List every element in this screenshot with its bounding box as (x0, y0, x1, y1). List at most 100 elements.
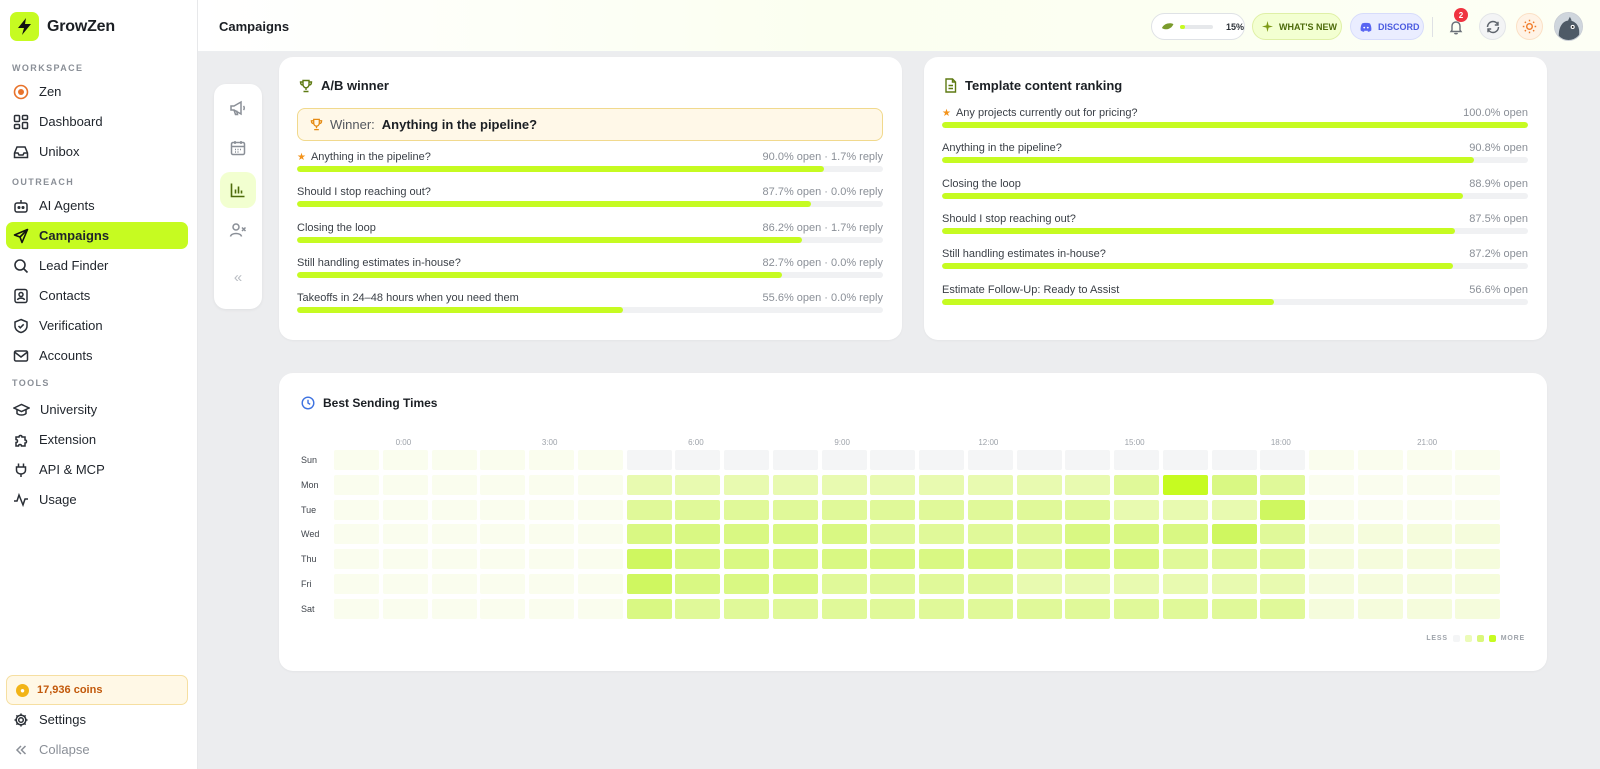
discord-button[interactable]: DISCORD (1350, 13, 1424, 40)
heatmap-cell[interactable] (1357, 549, 1403, 570)
heatmap-cell[interactable] (626, 499, 672, 520)
heatmap-cell[interactable] (772, 598, 818, 619)
heatmap-cell[interactable] (870, 474, 916, 495)
heatmap-cell[interactable] (1162, 574, 1208, 594)
heatmap-cell[interactable] (1114, 499, 1159, 520)
heatmap-cell[interactable] (1309, 549, 1354, 570)
heatmap-cell[interactable] (675, 574, 721, 594)
heatmap-cell[interactable] (967, 474, 1013, 495)
heatmap-cell[interactable] (1065, 524, 1111, 545)
heatmap-cell[interactable] (1406, 598, 1452, 619)
heatmap-cell[interactable] (1016, 574, 1062, 594)
heatmap-cell[interactable] (577, 598, 623, 619)
heatmap-cell[interactable] (772, 549, 818, 570)
heatmap-cell[interactable] (480, 450, 526, 470)
heatmap-cell[interactable] (431, 524, 477, 545)
rail-analytics-button[interactable] (220, 172, 256, 208)
heatmap-cell[interactable] (1260, 598, 1306, 619)
heatmap-cell[interactable] (626, 474, 672, 495)
heatmap-cell[interactable] (382, 524, 428, 545)
heatmap-cell[interactable] (626, 549, 672, 570)
heatmap-cell[interactable] (724, 450, 769, 470)
whats-new-button[interactable]: WHAT'S NEW (1252, 13, 1342, 40)
heatmap-cell[interactable] (675, 524, 721, 545)
heatmap-cell[interactable] (334, 450, 379, 470)
sidebar-item-ai-agents[interactable]: AI Agents (6, 192, 188, 219)
heatmap-cell[interactable] (480, 598, 526, 619)
heatmap-cell[interactable] (577, 474, 623, 495)
heatmap-cell[interactable] (529, 574, 574, 594)
heatmap-cell[interactable] (1162, 524, 1208, 545)
heatmap-cell[interactable] (1309, 499, 1354, 520)
heatmap-cell[interactable] (1455, 574, 1501, 594)
heatmap-cell[interactable] (480, 549, 526, 570)
sidebar-item-usage[interactable]: Usage (6, 486, 188, 513)
heatmap-cell[interactable] (1260, 450, 1306, 470)
coins-balance[interactable]: ● 17,936 coins (6, 675, 188, 705)
heatmap-cell[interactable] (1114, 524, 1159, 545)
sidebar-item-extension[interactable]: Extension (6, 426, 188, 453)
heatmap-cell[interactable] (529, 474, 574, 495)
heatmap-cell[interactable] (675, 499, 721, 520)
heatmap-cell[interactable] (626, 450, 672, 470)
brand[interactable]: GrowZen (10, 12, 115, 41)
ranking-row[interactable]: Estimate Follow-Up: Ready to Assist 56.6%… (942, 284, 1528, 314)
ranking-row[interactable]: Takeoffs in 24–48 hours when you need th… (297, 292, 883, 322)
sidebar-item-contacts[interactable]: Contacts (6, 282, 188, 309)
theme-toggle-button[interactable] (1516, 13, 1543, 40)
heatmap-cell[interactable] (1114, 598, 1159, 619)
heatmap-cell[interactable] (1016, 450, 1062, 470)
heatmap-cell[interactable] (1211, 524, 1257, 545)
heatmap-cell[interactable] (1016, 598, 1062, 619)
heatmap-cell[interactable] (821, 574, 867, 594)
heatmap-cell[interactable] (724, 549, 769, 570)
heatmap-cell[interactable] (1406, 474, 1452, 495)
heatmap-cell[interactable] (1162, 450, 1208, 470)
heatmap-cell[interactable] (1455, 474, 1501, 495)
heatmap-cell[interactable] (1357, 574, 1403, 594)
heatmap-cell[interactable] (919, 474, 964, 495)
heatmap-cell[interactable] (1260, 499, 1306, 520)
heatmap-cell[interactable] (382, 474, 428, 495)
settings-button[interactable]: Settings (6, 706, 188, 733)
heatmap-cell[interactable] (1260, 574, 1306, 594)
heatmap-cell[interactable] (724, 499, 769, 520)
heatmap-cell[interactable] (334, 598, 379, 619)
rail-unsubscribes-button[interactable] (220, 212, 256, 248)
heatmap-cell[interactable] (675, 598, 721, 619)
heatmap-cell[interactable] (1114, 549, 1159, 570)
heatmap-cell[interactable] (919, 574, 964, 594)
sidebar-item-unibox[interactable]: Unibox (6, 138, 188, 165)
heatmap-cell[interactable] (480, 524, 526, 545)
heatmap-cell[interactable] (870, 450, 916, 470)
heatmap-cell[interactable] (967, 549, 1013, 570)
heatmap-cell[interactable] (1357, 474, 1403, 495)
heatmap-cell[interactable] (1211, 474, 1257, 495)
heatmap-cell[interactable] (724, 598, 769, 619)
heatmap-cell[interactable] (529, 524, 574, 545)
heatmap-cell[interactable] (1406, 450, 1452, 470)
heatmap-cell[interactable] (1114, 574, 1159, 594)
heatmap-cell[interactable] (382, 450, 428, 470)
heatmap-cell[interactable] (724, 524, 769, 545)
heatmap-cell[interactable] (480, 499, 526, 520)
ranking-row[interactable]: Anything in the pipeline? 90.8% open (942, 142, 1528, 172)
heatmap-cell[interactable] (967, 574, 1013, 594)
heatmap-cell[interactable] (382, 574, 428, 594)
heatmap-cell[interactable] (967, 499, 1013, 520)
heatmap-cell[interactable] (1211, 598, 1257, 619)
heatmap-cell[interactable] (431, 499, 477, 520)
heatmap-cell[interactable] (870, 499, 916, 520)
heatmap-cell[interactable] (334, 574, 379, 594)
heatmap-cell[interactable] (1065, 450, 1111, 470)
heatmap-cell[interactable] (821, 598, 867, 619)
refresh-button[interactable] (1479, 13, 1506, 40)
heatmap-cell[interactable] (1114, 474, 1159, 495)
heatmap-cell[interactable] (431, 549, 477, 570)
heatmap-cell[interactable] (1016, 474, 1062, 495)
heatmap-cell[interactable] (577, 549, 623, 570)
heatmap-cell[interactable] (577, 499, 623, 520)
heatmap-cell[interactable] (1309, 474, 1354, 495)
heatmap-cell[interactable] (1455, 524, 1501, 545)
heatmap-cell[interactable] (967, 598, 1013, 619)
